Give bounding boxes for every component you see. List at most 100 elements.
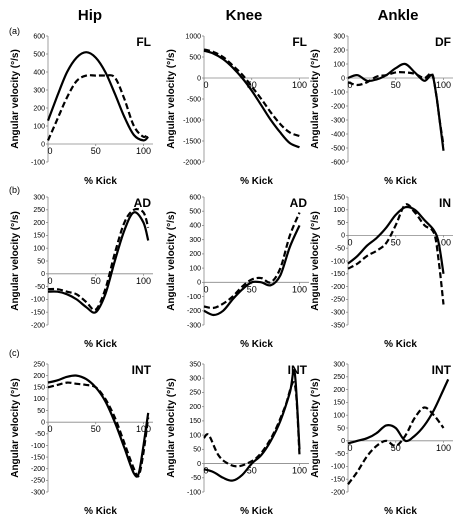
y-tick-label: 150 [189,418,201,425]
y-tick-label: 300 [33,87,45,94]
panel-label: FL [136,35,151,49]
row-label-b: (b) [9,185,20,195]
solid-series-line [46,51,149,142]
y-tick-label: 100 [33,246,45,253]
y-tick-label: 50 [37,258,45,265]
y-axis-label: Angular velocity (°/s) [10,49,21,149]
y-axis-label: Angular velocity (°/s) [310,49,321,149]
x-tick-label: 50 [247,284,257,294]
y-tick-label: -100 [331,89,345,96]
column-title-ankle: Ankle [378,7,419,24]
y-tick-label: -600 [331,159,345,166]
x-tick-label: 0 [47,146,52,156]
y-tick-label: 250 [333,374,345,381]
x-tick-label: 0 [47,276,52,286]
y-axis-label: Angular velocity (°/s) [10,378,21,478]
panel-label: IN [439,196,451,210]
y-tick-label: -200 [331,284,345,291]
y-tick-label: -300 [187,322,201,329]
y-tick-label: 150 [333,194,345,201]
y-tick-label: 250 [33,361,45,368]
y-tick-label: 100 [333,207,345,214]
x-tick-label: 0 [347,80,352,90]
x-axis-label: % Kick [84,176,117,187]
solid-series-line [47,211,150,314]
panel-label: FL [292,35,307,49]
x-tick-label: 0 [203,80,208,90]
x-axis-label: % Kick [240,506,273,517]
y-tick-label: 500 [189,209,201,216]
y-tick-label: -300 [331,310,345,317]
dashed-series-line [47,207,150,312]
y-tick-label: 600 [33,33,45,40]
x-tick-label: 100 [292,80,307,90]
y-tick-label: 100 [33,396,45,403]
panel-label: INT [132,363,152,377]
x-tick-label: 50 [391,443,401,453]
y-axis-label: Angular velocity (°/s) [166,211,177,311]
y-tick-label: 100 [333,413,345,420]
y-tick-label: 0 [341,438,345,445]
y-tick-label: 0 [197,75,201,82]
y-axis-label: Angular velocity (°/s) [310,211,321,311]
y-tick-label: 250 [33,207,45,214]
x-tick-label: 0 [347,237,352,247]
y-tick-label: 0 [341,233,345,240]
y-tick-label: -150 [31,310,45,317]
y-tick-label: 150 [33,233,45,240]
y-tick-label: -500 [187,96,201,103]
y-tick-label: 50 [193,447,201,454]
y-tick-label: 0 [41,419,45,426]
y-tick-label: 1000 [185,33,201,40]
y-tick-label: -50 [335,451,345,458]
y-tick-label: 50 [337,425,345,432]
y-tick-label: 50 [37,408,45,415]
y-tick-label: -1000 [183,117,201,124]
dashed-series-line [47,381,150,478]
x-tick-label: 100 [436,443,451,453]
y-tick-label: -100 [187,294,201,301]
dashed-series-line [203,212,301,310]
solid-series-line [347,205,445,274]
y-tick-label: 300 [189,237,201,244]
x-tick-label: 50 [247,80,257,90]
dashed-series-line [347,203,445,305]
y-axis-label: Angular velocity (°/s) [310,378,321,478]
y-tick-label: -50 [35,284,45,291]
y-tick-label: -150 [331,271,345,278]
x-tick-label: 100 [136,424,151,434]
x-tick-label: 0 [47,424,52,434]
solid-series-line [347,62,445,151]
dashed-series-line [203,48,300,138]
x-tick-label: 50 [91,276,101,286]
row-label-a: (a) [9,26,20,36]
x-tick-label: 100 [292,466,307,476]
x-tick-label: 50 [391,237,401,247]
panel-label: AD [290,196,308,210]
y-tick-label: -100 [31,443,45,450]
x-axis-label: % Kick [384,176,417,187]
y-tick-label: 200 [333,47,345,54]
y-tick-label: 0 [197,461,201,468]
y-tick-label: -100 [31,159,45,166]
x-axis-label: % Kick [240,176,273,187]
dashed-series-line [347,71,445,146]
y-tick-label: 300 [333,33,345,40]
y-tick-label: 150 [33,385,45,392]
y-tick-label: -200 [31,466,45,473]
y-tick-label: -50 [35,431,45,438]
y-tick-label: -100 [331,464,345,471]
solid-series-line [203,369,301,482]
y-tick-label: -50 [335,246,345,253]
y-tick-label: -200 [187,308,201,315]
row-label-c: (c) [9,348,20,358]
y-tick-label: -300 [331,117,345,124]
y-tick-label: 250 [189,390,201,397]
x-tick-label: 0 [347,443,352,453]
y-tick-label: -250 [31,478,45,485]
